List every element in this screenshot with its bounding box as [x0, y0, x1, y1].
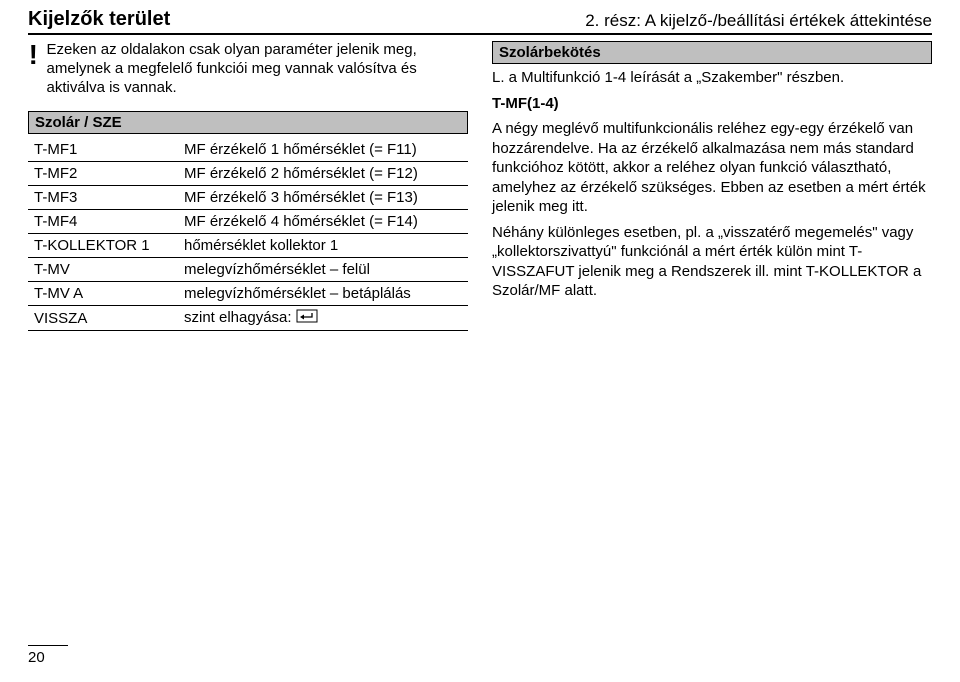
- exclamation-icon: !: [28, 41, 39, 97]
- info-note-text: Ezeken az oldalakon csak olyan paraméter…: [47, 41, 468, 97]
- parameter-table: T-MF1 MF érzékelő 1 hőmérséklet (= F11) …: [28, 138, 468, 331]
- right-subheading: T-MF(1-4): [492, 94, 932, 114]
- param-value: szint elhagyása:: [178, 306, 468, 331]
- right-paragraph-2: Néhány különleges esetben, pl. a „vissza…: [492, 223, 932, 301]
- table-row: T-MF4 MF érzékelő 4 hőmérséklet (= F14): [28, 210, 468, 234]
- param-key: T-MV A: [28, 282, 178, 306]
- header-right: 2. rész: A kijelző-/beállítási értékek á…: [585, 11, 932, 31]
- table-row: T-MF3 MF érzékelő 3 hőmérséklet (= F13): [28, 186, 468, 210]
- param-key: VISSZA: [28, 306, 178, 331]
- right-line-1: L. a Multifunkció 1-4 leírását a „Szakem…: [492, 68, 932, 88]
- page-number: 20: [28, 649, 45, 666]
- table-row: T-MV melegvízhőmérséklet – felül: [28, 258, 468, 282]
- left-section-title: Szolár / SZE: [28, 111, 468, 134]
- param-value: MF érzékelő 4 hőmérséklet (= F14): [178, 210, 468, 234]
- param-key: T-MF4: [28, 210, 178, 234]
- table-row: VISSZA szint elhagyása:: [28, 306, 468, 331]
- param-value-text: szint elhagyása:: [184, 309, 296, 326]
- info-note: ! Ezeken az oldalakon csak olyan paramét…: [28, 41, 468, 97]
- param-key: T-MF1: [28, 138, 178, 162]
- return-icon: [296, 309, 318, 327]
- table-row: T-MV A melegvízhőmérséklet – betáplálás: [28, 282, 468, 306]
- table-row: T-MF2 MF érzékelő 2 hőmérséklet (= F12): [28, 162, 468, 186]
- param-key: T-MF3: [28, 186, 178, 210]
- header-left: Kijelzők terület: [28, 8, 170, 31]
- param-value: hőmérséklet kollektor 1: [178, 234, 468, 258]
- param-value: MF érzékelő 3 hőmérséklet (= F13): [178, 186, 468, 210]
- param-key: T-MV: [28, 258, 178, 282]
- right-section-title: Szolárbekötés: [492, 41, 932, 64]
- param-value: melegvízhőmérséklet – betáplálás: [178, 282, 468, 306]
- table-row: T-MF1 MF érzékelő 1 hőmérséklet (= F11): [28, 138, 468, 162]
- param-key: T-MF2: [28, 162, 178, 186]
- right-paragraph-1: A négy meglévő multifunkcionális reléhez…: [492, 119, 932, 217]
- param-value: melegvízhőmérséklet – felül: [178, 258, 468, 282]
- param-key: T-KOLLEKTOR 1: [28, 234, 178, 258]
- page-number-rule: [28, 645, 68, 646]
- param-value: MF érzékelő 2 hőmérséklet (= F12): [178, 162, 468, 186]
- param-value: MF érzékelő 1 hőmérséklet (= F11): [178, 138, 468, 162]
- page-header: Kijelzők terület 2. rész: A kijelző-/beá…: [28, 8, 932, 35]
- table-row: T-KOLLEKTOR 1 hőmérséklet kollektor 1: [28, 234, 468, 258]
